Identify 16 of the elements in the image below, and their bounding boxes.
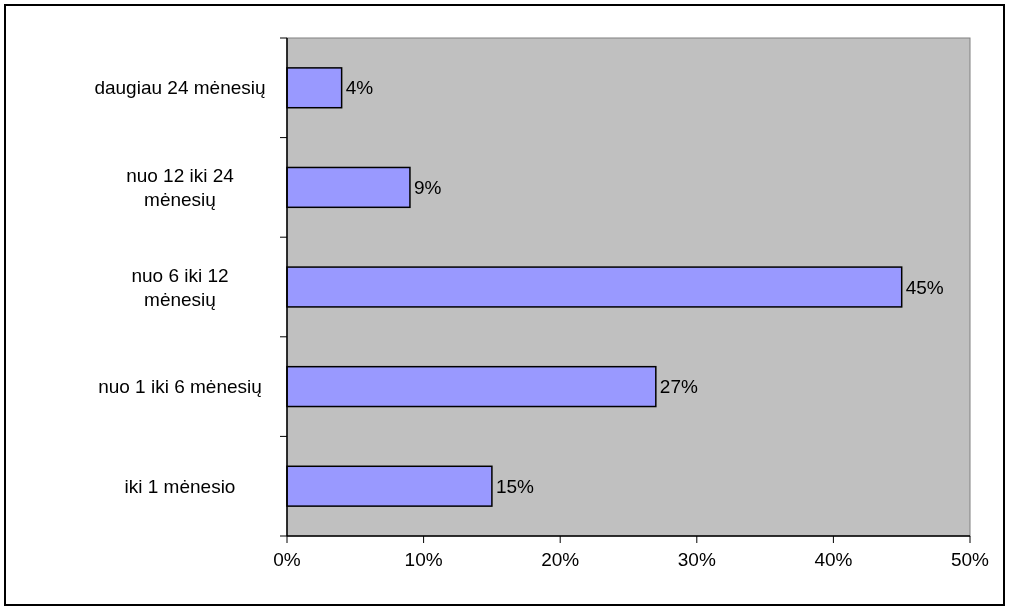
data-label: 9%: [413, 177, 442, 199]
data-label: 27%: [659, 376, 698, 398]
x-tick-label: 40%: [814, 549, 853, 570]
y-tick-label: iki 1 mėnesio: [124, 475, 236, 497]
data-label: 45%: [905, 276, 944, 298]
data-label: 15%: [495, 475, 535, 497]
x-tick-label: 20%: [541, 549, 580, 570]
x-tick-label: 50%: [950, 549, 990, 570]
y-tick-label: nuo 1 iki 6 mėnesių: [98, 376, 262, 398]
y-tick-label: nuo 12 iki 24 mėnesių: [126, 165, 235, 211]
data-label: 4%: [345, 77, 374, 99]
x-tick-label: 0%: [273, 549, 301, 570]
y-tick-label: nuo 6 iki 12 mėnesių: [131, 264, 229, 310]
x-tick-label: 10%: [404, 549, 443, 570]
x-tick-label: 30%: [677, 549, 716, 570]
y-tick-label: daugiau 24 mėnesių: [94, 77, 266, 99]
